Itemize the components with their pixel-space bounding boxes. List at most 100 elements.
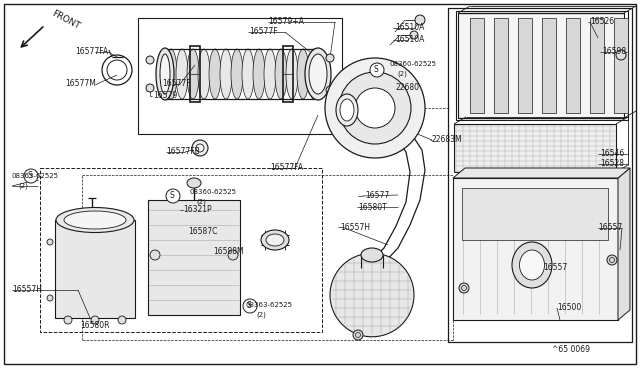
Circle shape xyxy=(146,84,154,92)
Ellipse shape xyxy=(309,54,327,94)
Text: 16528: 16528 xyxy=(600,160,624,169)
Polygon shape xyxy=(542,18,556,113)
Polygon shape xyxy=(148,200,240,315)
Circle shape xyxy=(228,250,238,260)
Ellipse shape xyxy=(187,178,201,188)
Text: 16577FA: 16577FA xyxy=(270,164,303,173)
Polygon shape xyxy=(454,124,616,172)
Text: 08363-62525: 08363-62525 xyxy=(12,173,59,179)
Circle shape xyxy=(607,255,617,265)
Text: 16577: 16577 xyxy=(365,192,389,201)
Ellipse shape xyxy=(305,48,331,100)
Text: 22680: 22680 xyxy=(395,83,419,93)
Text: 16580T: 16580T xyxy=(358,202,387,212)
Circle shape xyxy=(47,239,53,245)
Text: 16557H: 16557H xyxy=(340,222,370,231)
Text: (2): (2) xyxy=(256,312,266,318)
Text: 16546: 16546 xyxy=(600,150,624,158)
Ellipse shape xyxy=(231,49,243,99)
Ellipse shape xyxy=(297,49,309,99)
Ellipse shape xyxy=(512,242,552,288)
Ellipse shape xyxy=(220,49,232,99)
Ellipse shape xyxy=(160,54,170,94)
Text: 16510A: 16510A xyxy=(395,23,424,32)
Text: 16557: 16557 xyxy=(543,263,567,273)
Circle shape xyxy=(150,250,160,260)
Circle shape xyxy=(353,330,363,340)
Text: S: S xyxy=(374,65,378,74)
Ellipse shape xyxy=(176,49,188,99)
Ellipse shape xyxy=(520,250,545,280)
Ellipse shape xyxy=(266,234,284,246)
Ellipse shape xyxy=(340,99,354,121)
Text: S: S xyxy=(28,171,33,180)
Circle shape xyxy=(459,283,469,293)
Ellipse shape xyxy=(336,94,358,126)
Ellipse shape xyxy=(261,230,289,250)
Polygon shape xyxy=(566,18,580,113)
Text: 16577F: 16577F xyxy=(162,80,191,89)
Circle shape xyxy=(325,58,425,158)
Circle shape xyxy=(243,299,257,313)
Circle shape xyxy=(616,50,626,60)
Polygon shape xyxy=(458,13,624,118)
Text: 08363-62525: 08363-62525 xyxy=(245,302,292,308)
Text: 16588M: 16588M xyxy=(213,247,244,257)
Text: FRONT: FRONT xyxy=(50,9,81,31)
Ellipse shape xyxy=(253,49,265,99)
Text: 16510A: 16510A xyxy=(395,35,424,45)
Text: 08360-62525: 08360-62525 xyxy=(390,61,437,67)
Text: 16579: 16579 xyxy=(153,92,177,100)
Text: 16577F: 16577F xyxy=(249,28,278,36)
Ellipse shape xyxy=(198,49,210,99)
Circle shape xyxy=(326,54,334,62)
Circle shape xyxy=(118,316,126,324)
Text: 16580R: 16580R xyxy=(80,321,109,330)
Ellipse shape xyxy=(275,49,287,99)
Text: 16321P: 16321P xyxy=(183,205,212,215)
Text: 08360-62525: 08360-62525 xyxy=(190,189,237,195)
Ellipse shape xyxy=(308,49,320,99)
Circle shape xyxy=(355,88,395,128)
Polygon shape xyxy=(518,18,532,113)
Circle shape xyxy=(166,189,180,203)
Circle shape xyxy=(410,31,418,39)
Polygon shape xyxy=(453,168,630,178)
Text: S: S xyxy=(246,301,252,311)
Ellipse shape xyxy=(156,48,174,100)
Circle shape xyxy=(64,316,72,324)
Polygon shape xyxy=(614,18,628,113)
Ellipse shape xyxy=(165,49,177,99)
Polygon shape xyxy=(462,188,608,240)
Ellipse shape xyxy=(187,49,199,99)
Text: (2): (2) xyxy=(18,183,28,189)
Text: 16587C: 16587C xyxy=(188,228,218,237)
Text: 16526: 16526 xyxy=(590,17,614,26)
Text: S: S xyxy=(170,192,174,201)
Polygon shape xyxy=(55,220,135,318)
Ellipse shape xyxy=(286,49,298,99)
Ellipse shape xyxy=(56,208,134,232)
Text: (2): (2) xyxy=(397,71,407,77)
Circle shape xyxy=(24,169,38,183)
Text: ^65 0069: ^65 0069 xyxy=(552,346,590,355)
Circle shape xyxy=(415,15,425,25)
Polygon shape xyxy=(590,18,604,113)
Circle shape xyxy=(339,72,411,144)
Text: 16500: 16500 xyxy=(557,304,581,312)
Text: 16598: 16598 xyxy=(602,48,626,57)
Text: 16557H: 16557H xyxy=(12,285,42,295)
Polygon shape xyxy=(470,18,484,113)
Text: 16577M: 16577M xyxy=(65,80,96,89)
Ellipse shape xyxy=(242,49,254,99)
Polygon shape xyxy=(330,253,414,337)
Ellipse shape xyxy=(361,248,383,262)
Circle shape xyxy=(326,86,334,94)
Polygon shape xyxy=(453,178,618,320)
Circle shape xyxy=(47,295,53,301)
Ellipse shape xyxy=(64,211,126,229)
Circle shape xyxy=(146,56,154,64)
Polygon shape xyxy=(618,168,630,320)
Polygon shape xyxy=(494,18,508,113)
Circle shape xyxy=(370,63,384,77)
